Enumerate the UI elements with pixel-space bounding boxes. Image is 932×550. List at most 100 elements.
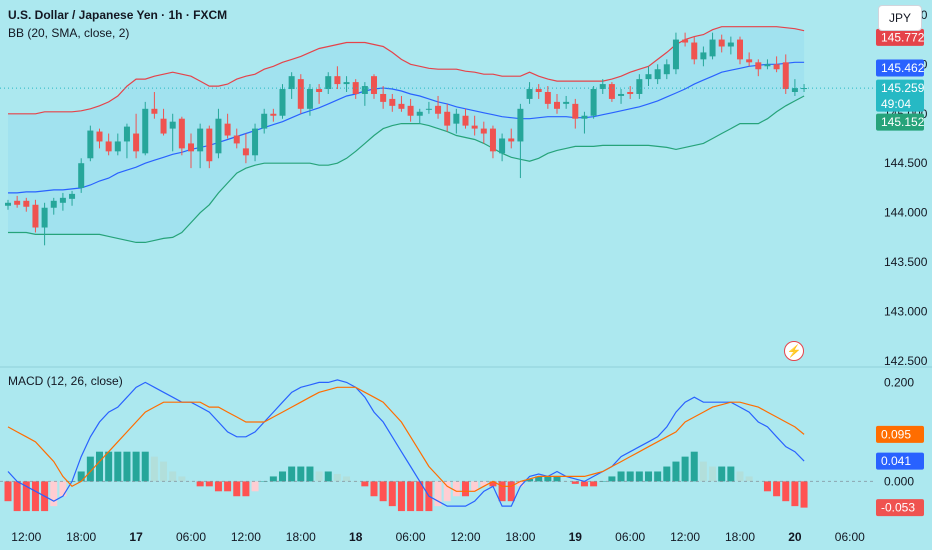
macd-value-label-text: 0.041 xyxy=(881,454,911,468)
candle-body xyxy=(316,89,323,92)
time-axis-tick-label: 18 xyxy=(349,530,363,544)
candle xyxy=(581,111,588,134)
candle-body xyxy=(563,101,570,104)
candle-body xyxy=(636,79,643,94)
candle xyxy=(78,158,85,193)
macd-value-label-background xyxy=(876,425,924,443)
candle-body xyxy=(709,39,716,57)
macd-histogram-bar xyxy=(480,481,488,487)
candle-body xyxy=(489,128,496,152)
macd-histogram-bar xyxy=(489,481,497,487)
candle xyxy=(499,133,506,162)
macd-histogram-bar xyxy=(763,481,771,492)
candle xyxy=(517,103,524,179)
candle xyxy=(160,108,167,136)
macd-histogram-bar xyxy=(590,481,598,487)
candle xyxy=(590,86,597,119)
candle-body xyxy=(581,115,588,119)
currency-button[interactable]: JPY xyxy=(878,5,922,31)
macd-histogram-bar xyxy=(635,471,643,482)
candle-body xyxy=(782,62,789,90)
candle xyxy=(554,93,560,114)
time-axis-tick-label: 18:00 xyxy=(286,530,316,544)
candle-body xyxy=(453,113,460,124)
bar-countdown-text: 49:04 xyxy=(881,97,911,111)
macd-histogram-bar xyxy=(251,481,259,492)
time-axis-tick-label: 20 xyxy=(788,530,802,544)
candle-body xyxy=(499,138,506,154)
candle-body xyxy=(791,88,798,92)
candle-body xyxy=(5,202,11,206)
candle xyxy=(782,54,789,94)
macd-histogram-bar xyxy=(407,481,415,512)
macd-value-label: 0.041 xyxy=(876,452,924,470)
candle xyxy=(755,59,762,77)
macd-histogram-bar xyxy=(370,481,378,497)
price-axis-tick-label: 142.500 xyxy=(884,354,928,368)
price-value-label: 145.152 xyxy=(876,113,925,131)
candle-body xyxy=(343,82,350,85)
macd-histogram-bar xyxy=(727,466,735,482)
candle xyxy=(636,74,643,99)
macd-histogram-bar xyxy=(343,476,351,482)
macd-legend: MACD (12, 26, close) xyxy=(8,374,123,388)
price-pane[interactable] xyxy=(0,26,874,246)
macd-histogram-bar xyxy=(507,481,515,502)
macd-histogram-bar xyxy=(745,476,753,482)
candle-body xyxy=(151,108,158,114)
candle-body xyxy=(297,79,304,109)
candle-body xyxy=(371,76,377,94)
price-value-label-background xyxy=(876,59,924,77)
candle-body xyxy=(618,93,625,96)
macd-histogram-bar xyxy=(736,471,744,482)
macd-histogram-bar xyxy=(59,481,67,497)
macd-pane[interactable] xyxy=(0,379,874,512)
price-value-label-background xyxy=(876,113,924,131)
macd-histogram-bar xyxy=(224,481,232,492)
macd-histogram-bar xyxy=(535,476,543,482)
candle-body xyxy=(306,89,313,109)
candle xyxy=(398,95,405,112)
macd-histogram-bar xyxy=(4,481,12,502)
candle xyxy=(718,34,725,53)
macd-histogram-bar xyxy=(160,461,168,482)
macd-histogram-bar xyxy=(397,481,405,512)
macd-histogram-bar xyxy=(617,471,625,482)
time-axis-tick-label: 17 xyxy=(129,530,143,544)
bb-upper-line xyxy=(8,26,805,115)
candle-body xyxy=(32,204,39,228)
candle-body xyxy=(279,89,286,116)
candle xyxy=(32,199,39,233)
macd-histogram-bar xyxy=(178,476,186,482)
candle-body xyxy=(654,69,661,80)
macd-histogram-bar xyxy=(324,471,332,482)
candle-body xyxy=(206,128,213,162)
macd-histogram-bar xyxy=(279,471,286,482)
candle-body xyxy=(526,89,533,99)
time-axis-tick-label: 19 xyxy=(569,530,583,544)
time-axis-tick-label: 12:00 xyxy=(670,530,700,544)
candle-body xyxy=(773,64,780,70)
lightning-alert-icon[interactable]: ⚡ xyxy=(784,341,804,361)
candle xyxy=(526,82,533,104)
macd-histogram-bar xyxy=(141,451,149,482)
macd-histogram-bar xyxy=(132,451,140,482)
candle-body xyxy=(41,207,48,228)
candle xyxy=(5,199,11,210)
price-value-label: 145.772 xyxy=(876,28,925,46)
candle-body xyxy=(160,118,167,134)
macd-histogram-bar xyxy=(269,476,277,482)
macd-value-label: 0.095 xyxy=(876,425,924,443)
candle-body xyxy=(480,128,487,134)
candle-body xyxy=(270,113,277,116)
macd-histogram-bar xyxy=(773,481,781,497)
candle-body xyxy=(672,39,679,70)
candle-body xyxy=(105,141,112,152)
candle xyxy=(425,101,432,114)
candle xyxy=(627,86,634,99)
price-axis-tick-label: 144.500 xyxy=(884,156,928,170)
candle-body xyxy=(197,128,204,152)
candle-body xyxy=(535,89,542,92)
time-axis-tick-label: 12:00 xyxy=(450,530,480,544)
